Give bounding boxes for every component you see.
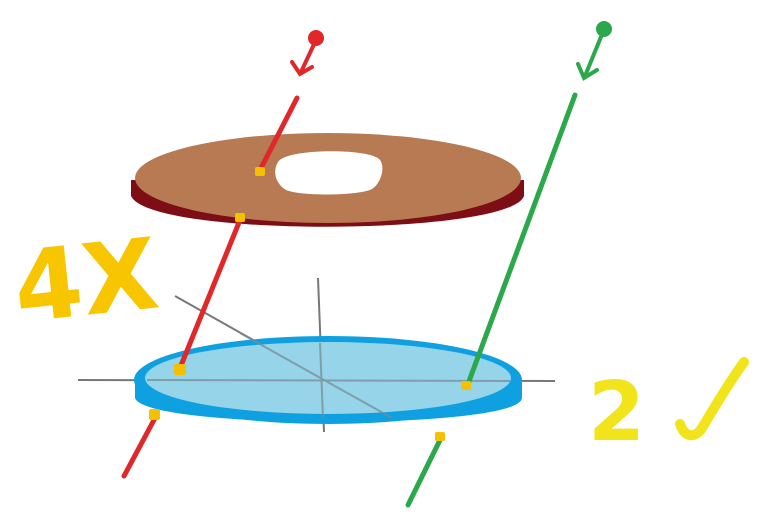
lower-disk-top [145,342,511,414]
green-ray-origin-dot [596,21,612,37]
axes-through-disk [146,332,511,419]
intersection-dot-disk-bottom-green [435,432,445,441]
x-axis-inner [146,379,511,382]
green-ray-exit-segment [405,437,443,508]
intersection-points [149,167,471,441]
green-ray-count-label: 2 [588,365,645,460]
red-ray-count-label: 4X [9,217,164,345]
z-axis-inner [239,332,393,419]
red-ray-direction-arrowhead [290,60,314,77]
green-ray-main-segment [465,92,578,387]
intersection-dot-disk-top-red [174,364,186,375]
intersection-dot-donut-bottom [235,213,245,222]
checkmark-icon [675,357,749,441]
red-ray-origin-dot [308,30,324,46]
green-ray-direction-arrow-shaft [583,30,605,78]
upper-donut-hole [275,151,383,195]
red-ray-exit-segment [121,415,158,479]
green-ray-direction-arrowhead [576,62,599,81]
upper-donut [131,133,524,227]
y-axis-inner [319,342,324,419]
red-ray-middle-segment [177,217,243,371]
intersection-dot-disk-top-green [461,381,471,390]
green-ray [405,30,605,508]
red-ray-start-segment [256,95,300,175]
intersection-dot-disk-bottom-red [149,409,160,420]
intersection-dot-donut-top [255,167,265,176]
